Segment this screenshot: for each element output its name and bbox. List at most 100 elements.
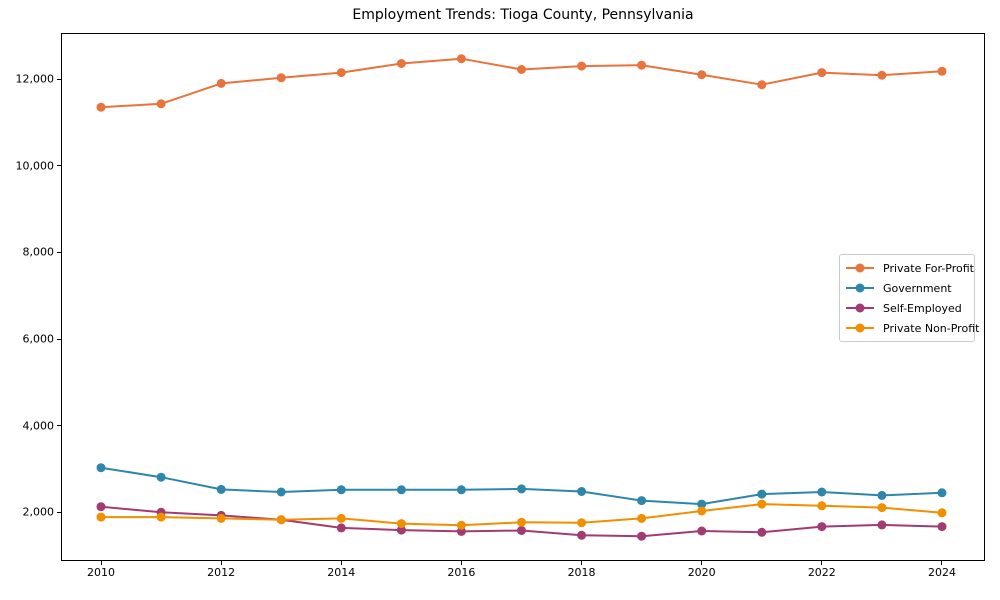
y-tick-mark-12000: [57, 78, 61, 80]
data-point-private-for-profit-2020: [697, 70, 707, 80]
x-tick-label-2022: 2022: [807, 566, 836, 579]
data-point-self-employed-2010: [96, 502, 106, 512]
data-point-private-non-profit-2021: [757, 499, 767, 509]
legend-label-private-for-profit: Private For-Profit: [883, 261, 974, 275]
data-point-private-non-profit-2016: [456, 520, 466, 530]
data-point-private-non-profit-2020: [697, 506, 707, 516]
data-point-private-non-profit-2010: [96, 512, 106, 522]
legend-marker-private-for-profit: [846, 263, 874, 273]
data-point-government-2015: [396, 485, 406, 495]
series-private-non-profit: [96, 499, 947, 530]
x-tick-mark-2024: [941, 561, 943, 565]
data-point-private-non-profit-2022: [817, 501, 827, 511]
y-tick-mark-10000: [57, 165, 61, 167]
legend-label-self-employed: Self-Employed: [883, 301, 962, 315]
series-private-for-profit: [96, 54, 947, 112]
data-point-government-2020: [697, 499, 707, 509]
y-tick-mark-6000: [57, 338, 61, 340]
data-point-government-2018: [577, 487, 587, 496]
data-point-government-2022: [817, 487, 827, 497]
data-point-government-2011: [156, 472, 166, 482]
data-point-self-employed-2017: [517, 526, 526, 535]
data-point-private-non-profit-2015: [396, 519, 406, 529]
data-point-self-employed-2019: [637, 531, 647, 541]
data-point-self-employed-2014: [336, 523, 346, 533]
data-point-government-2010: [96, 463, 106, 473]
y-tick-label-8000: 8,000: [22, 245, 55, 259]
data-point-private-non-profit-2011: [156, 512, 166, 522]
series-government: [96, 463, 947, 509]
data-point-government-2012: [216, 484, 226, 494]
y-tick-mark-8000: [57, 251, 61, 253]
x-tick-mark-2014: [340, 561, 342, 565]
data-point-government-2024: [937, 488, 947, 498]
data-point-self-employed-2021: [757, 527, 767, 537]
x-tick-mark-2010: [100, 561, 102, 565]
legend-marker-private-non-profit: [846, 323, 874, 333]
data-point-self-employed-2023: [877, 520, 887, 530]
x-tick-mark-2022: [821, 561, 823, 565]
data-point-private-non-profit-2019: [637, 513, 647, 523]
legend-item-private-non-profit: Private Non-Profit: [844, 318, 979, 338]
data-point-private-non-profit-2017: [517, 517, 526, 527]
data-point-government-2017: [517, 484, 526, 494]
y-tick-mark-4000: [57, 425, 61, 427]
data-point-government-2013: [276, 487, 286, 497]
legend: Private For-Profit Government Self-Employe…: [839, 254, 979, 342]
data-point-private-non-profit-2012: [216, 513, 226, 523]
data-point-government-2016: [456, 485, 466, 495]
data-point-private-for-profit-2012: [216, 78, 226, 88]
data-point-private-for-profit-2023: [877, 70, 887, 80]
data-point-government-2014: [336, 485, 346, 495]
data-point-self-employed-2020: [697, 526, 707, 536]
data-point-private-for-profit-2014: [336, 68, 346, 78]
x-tick-mark-2020: [701, 561, 703, 565]
x-tick-mark-2016: [460, 561, 462, 565]
y-tick-label-12000: 12,000: [15, 72, 55, 86]
legend-marker-self-employed: [846, 303, 874, 313]
x-tick-label-2020: 2020: [687, 566, 716, 579]
data-point-private-for-profit-2011: [156, 99, 166, 109]
data-point-private-for-profit-2019: [637, 60, 647, 70]
data-point-private-non-profit-2014: [336, 513, 346, 523]
legend-label-private-non-profit: Private Non-Profit: [883, 321, 980, 335]
data-point-self-employed-2022: [817, 522, 827, 532]
data-point-private-for-profit-2016: [456, 54, 466, 64]
legend-item-private-for-profit: Private For-Profit: [844, 258, 974, 278]
data-point-private-non-profit-2013: [276, 515, 286, 525]
legend-item-self-employed: Self-Employed: [844, 298, 968, 318]
x-tick-mark-2018: [581, 561, 583, 565]
data-point-private-for-profit-2010: [96, 102, 106, 112]
data-point-private-non-profit-2024: [937, 508, 947, 518]
x-tick-label-2010: 2010: [87, 566, 116, 579]
data-point-private-for-profit-2015: [396, 59, 406, 68]
y-tick-label-4000: 4,000: [22, 419, 55, 433]
y-tick-label-10000: 10,000: [15, 159, 55, 173]
legend-marker-government: [846, 283, 874, 293]
y-tick-label-6000: 6,000: [22, 332, 55, 346]
data-point-self-employed-2015: [396, 525, 406, 535]
data-point-government-2023: [877, 490, 887, 500]
data-point-private-for-profit-2022: [817, 68, 827, 78]
data-point-self-employed-2018: [577, 530, 587, 540]
x-tick-label-2016: 2016: [447, 566, 476, 579]
data-point-private-non-profit-2023: [877, 503, 887, 513]
chart-title: Employment Trends: Tioga County, Pennsyl…: [352, 7, 694, 23]
data-point-private-non-profit-2018: [577, 518, 587, 528]
data-point-government-2021: [757, 489, 767, 499]
y-tick-mark-2000: [57, 511, 61, 513]
data-point-government-2019: [637, 496, 647, 506]
data-point-private-for-profit-2021: [757, 80, 767, 90]
x-tick-label-2024: 2024: [927, 566, 956, 579]
x-tick-label-2014: 2014: [327, 566, 356, 579]
data-point-private-for-profit-2018: [577, 61, 587, 71]
data-point-self-employed-2024: [937, 522, 947, 532]
plot-area: [61, 33, 985, 561]
x-tick-mark-2012: [220, 561, 222, 565]
y-tick-label-2000: 2,000: [22, 505, 55, 519]
x-tick-label-2012: 2012: [207, 566, 236, 579]
legend-item-government: Government: [844, 278, 968, 298]
data-point-private-for-profit-2017: [517, 65, 526, 74]
line-chart-canvas: [96, 54, 947, 541]
